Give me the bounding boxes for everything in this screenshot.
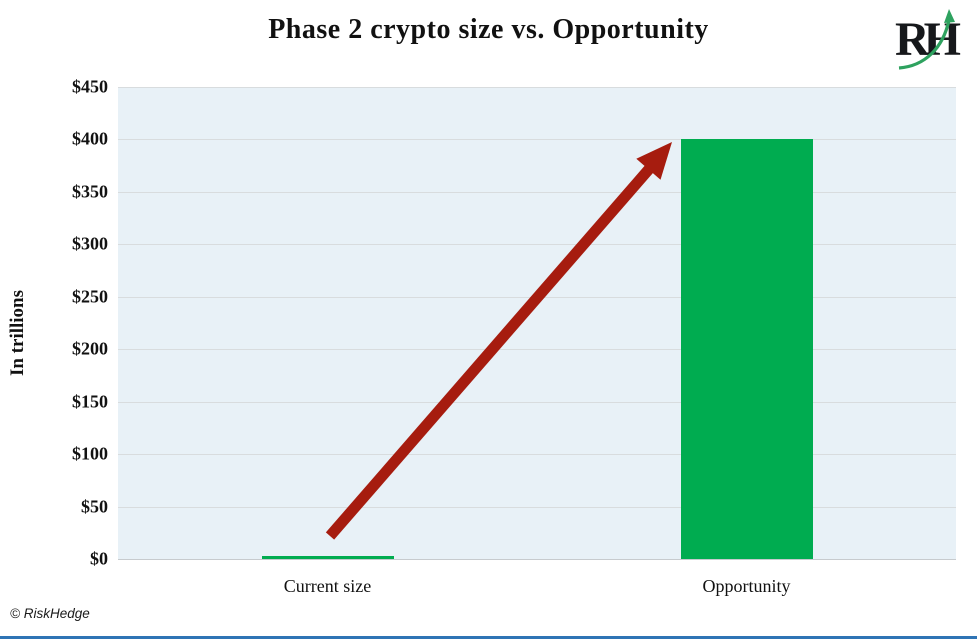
y-tick-label: $350 <box>72 181 108 202</box>
bottom-border-rule <box>0 636 977 639</box>
gridline <box>118 192 956 193</box>
logo-growth-arrow-icon <box>898 9 955 70</box>
y-tick-label: $300 <box>72 233 108 254</box>
gridline <box>118 349 956 350</box>
gridline <box>118 297 956 298</box>
y-tick-label: $150 <box>72 391 108 412</box>
x-category-label: Opportunity <box>702 576 791 596</box>
chart-title: Phase 2 crypto size vs. Opportunity <box>268 14 709 45</box>
y-tick-label: $0 <box>90 548 108 569</box>
riskhedge-logo: RH <box>891 6 967 72</box>
gridline <box>118 244 956 245</box>
gridline <box>118 507 956 508</box>
gridline <box>118 559 956 560</box>
gridline <box>118 454 956 455</box>
y-tick-label: $200 <box>72 338 108 359</box>
y-tick-label: $50 <box>81 496 108 517</box>
bar-current-size <box>261 556 394 559</box>
plot-area <box>118 87 956 560</box>
copyright-credit: © RiskHedge <box>10 606 90 621</box>
gridline <box>118 402 956 403</box>
y-axis-title: In trillions <box>7 289 28 377</box>
y-tick-label: $400 <box>72 128 108 149</box>
gridline <box>118 87 956 88</box>
bar-opportunity <box>680 139 813 559</box>
y-tick-label: $250 <box>72 286 108 307</box>
gridline <box>118 139 956 140</box>
y-tick-label: $100 <box>72 443 108 464</box>
x-category-label: Current size <box>283 576 372 596</box>
y-tick-label: $450 <box>72 76 108 97</box>
